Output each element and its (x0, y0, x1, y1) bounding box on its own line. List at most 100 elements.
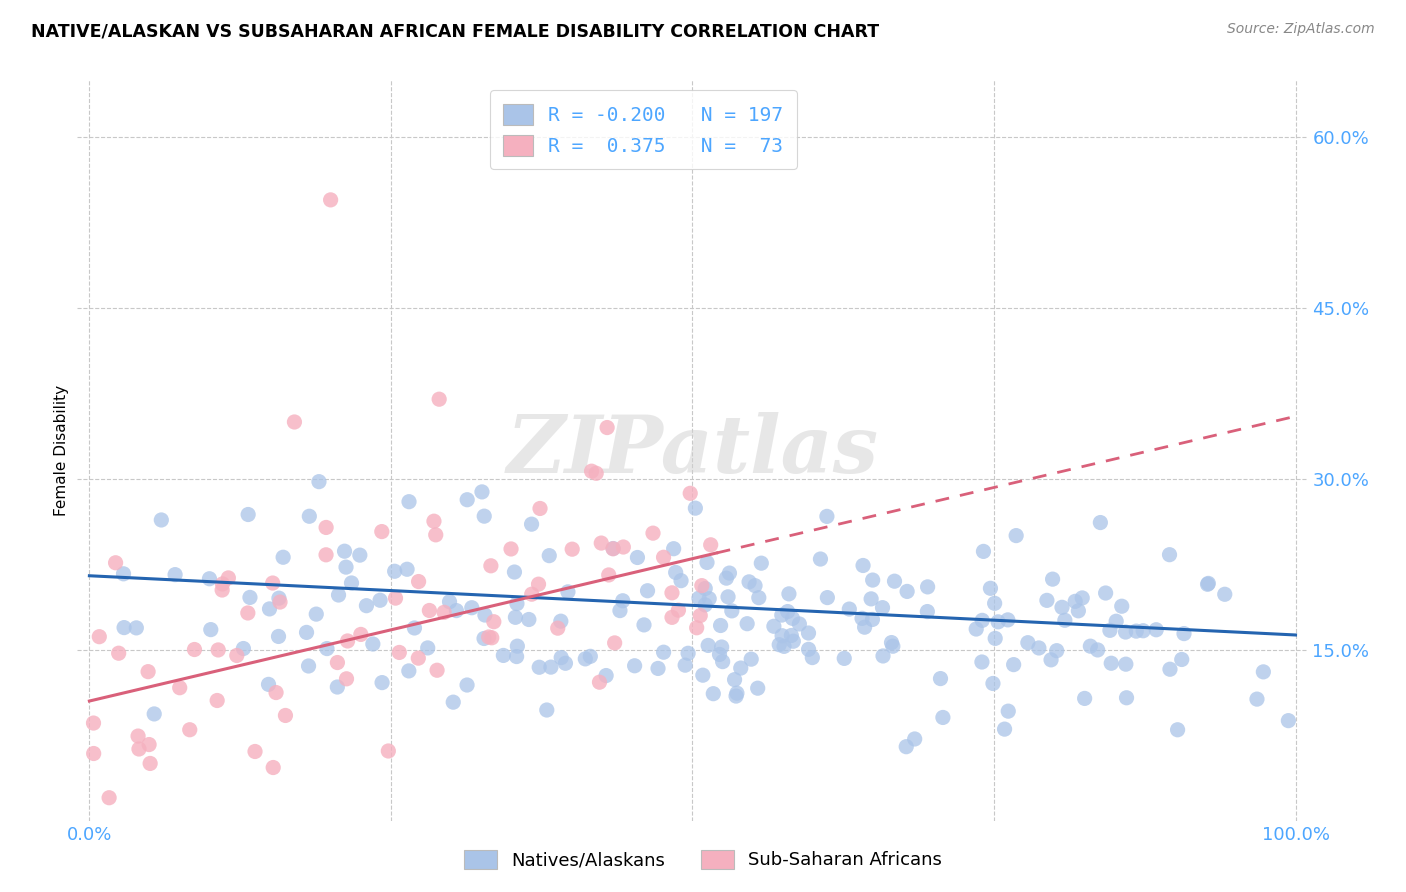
Point (423, 514, 446, 528)
Point (328, 588, 350, 602)
Point (439, 595, 461, 609)
Point (326, 680, 349, 694)
Point (661, 586, 683, 600)
Point (723, 673, 745, 687)
Point (557, 585, 579, 599)
Point (711, 655, 734, 669)
Point (716, 571, 738, 585)
Point (416, 640, 439, 655)
Point (308, 475, 330, 489)
Point (1036, 593, 1059, 607)
Point (478, 630, 501, 644)
Point (801, 650, 824, 665)
Point (770, 608, 793, 623)
Point (1132, 624, 1154, 638)
Point (1099, 657, 1122, 671)
Point (433, 605, 456, 619)
Point (384, 591, 406, 606)
Point (179, 723, 201, 737)
Point (540, 660, 562, 674)
Point (970, 655, 993, 669)
Point (748, 591, 770, 605)
Point (749, 556, 772, 570)
Point (1144, 623, 1167, 637)
Point (997, 704, 1019, 718)
Point (735, 616, 758, 631)
Point (547, 621, 569, 635)
Point (356, 599, 378, 613)
Point (169, 681, 191, 695)
Point (482, 615, 505, 629)
Point (780, 628, 803, 642)
Point (797, 642, 820, 657)
Point (1090, 516, 1112, 530)
Point (481, 631, 503, 645)
Point (136, 665, 159, 679)
Point (852, 558, 875, 573)
Point (633, 618, 655, 632)
Point (720, 604, 742, 618)
Text: NATIVE/ALASKAN VS SUBSAHARAN AFRICAN FEMALE DISABILITY CORRELATION CHART: NATIVE/ALASKAN VS SUBSAHARAN AFRICAN FEM… (31, 22, 879, 40)
Point (1053, 613, 1076, 627)
Point (983, 596, 1005, 610)
Point (368, 593, 391, 607)
Point (474, 608, 496, 623)
Point (517, 613, 540, 627)
Point (725, 689, 748, 703)
Point (602, 541, 624, 556)
Point (371, 675, 394, 690)
Point (143, 706, 166, 721)
Point (1087, 643, 1109, 657)
Point (778, 587, 800, 601)
Point (472, 632, 495, 646)
Point (709, 648, 731, 662)
Point (609, 604, 631, 618)
Point (797, 626, 820, 640)
Point (1040, 653, 1063, 667)
Point (446, 604, 468, 618)
Point (626, 550, 648, 565)
Point (225, 648, 247, 663)
Point (527, 577, 550, 591)
Point (125, 621, 148, 635)
Point (554, 657, 576, 671)
Point (1197, 577, 1219, 591)
Point (396, 562, 419, 576)
Point (107, 646, 129, 660)
Point (418, 603, 440, 617)
Point (104, 556, 127, 570)
Point (1094, 586, 1116, 600)
Point (398, 494, 420, 508)
Point (862, 612, 884, 626)
Point (361, 637, 384, 651)
Point (652, 645, 675, 659)
Point (595, 668, 617, 682)
Point (860, 591, 883, 606)
Point (1111, 599, 1133, 614)
Point (503, 565, 526, 579)
Point (782, 634, 804, 648)
Point (207, 643, 229, 657)
Point (377, 744, 399, 758)
Point (591, 536, 613, 550)
Point (127, 729, 149, 743)
Point (738, 574, 761, 589)
Point (679, 486, 702, 500)
Point (183, 642, 205, 657)
Point (259, 602, 281, 616)
Point (710, 640, 733, 654)
Point (538, 549, 561, 563)
Text: ZIPatlas: ZIPatlas (506, 412, 879, 489)
Point (1105, 614, 1128, 628)
Y-axis label: Female Disability: Female Disability (53, 384, 69, 516)
Point (981, 676, 1004, 690)
Point (316, 641, 339, 656)
Point (782, 611, 804, 625)
Point (730, 661, 752, 675)
Point (762, 619, 785, 633)
Point (1115, 690, 1137, 705)
Point (315, 520, 337, 534)
Point (1173, 626, 1195, 640)
Point (647, 661, 669, 675)
Point (211, 582, 233, 597)
